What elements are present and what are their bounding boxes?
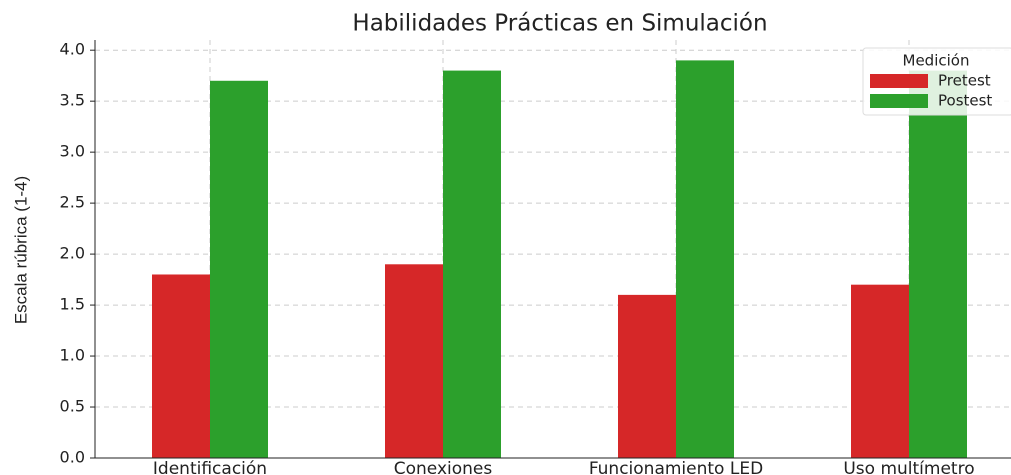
bar: [676, 60, 734, 458]
y-tick-label: 1.0: [60, 346, 85, 365]
y-axis-label: Escala rúbrica (1-4): [11, 176, 30, 324]
y-tick-label: 1.5: [60, 295, 85, 314]
legend-title: Medición: [903, 52, 970, 70]
bar: [385, 264, 443, 458]
chart-title: Habilidades Prácticas en Simulación: [352, 11, 767, 37]
bar: [851, 284, 909, 458]
bar: [443, 70, 501, 459]
y-tick-label: 0.0: [60, 448, 85, 467]
x-tick-label: Funcionamiento LED: [589, 459, 763, 475]
legend-swatch: [870, 94, 928, 108]
legend-label: Postest: [938, 92, 992, 110]
bar: [618, 294, 676, 458]
legend-label: Pretest: [938, 72, 991, 90]
legend-swatch: [870, 74, 928, 88]
y-tick-label: 3.0: [60, 142, 85, 161]
y-tick-label: 2.5: [60, 193, 85, 212]
x-tick-label: Identificación: [153, 459, 267, 475]
x-tick-label: Conexiones: [394, 459, 493, 475]
x-tick-label: Uso multímetro: [843, 459, 974, 475]
bar: [210, 80, 268, 458]
y-tick-label: 0.5: [60, 397, 85, 416]
y-tick-label: 3.5: [60, 91, 85, 110]
bar: [152, 274, 210, 458]
y-tick-label: 2.0: [60, 244, 85, 263]
y-tick-label: 4.0: [60, 40, 85, 59]
bar: [909, 70, 967, 459]
